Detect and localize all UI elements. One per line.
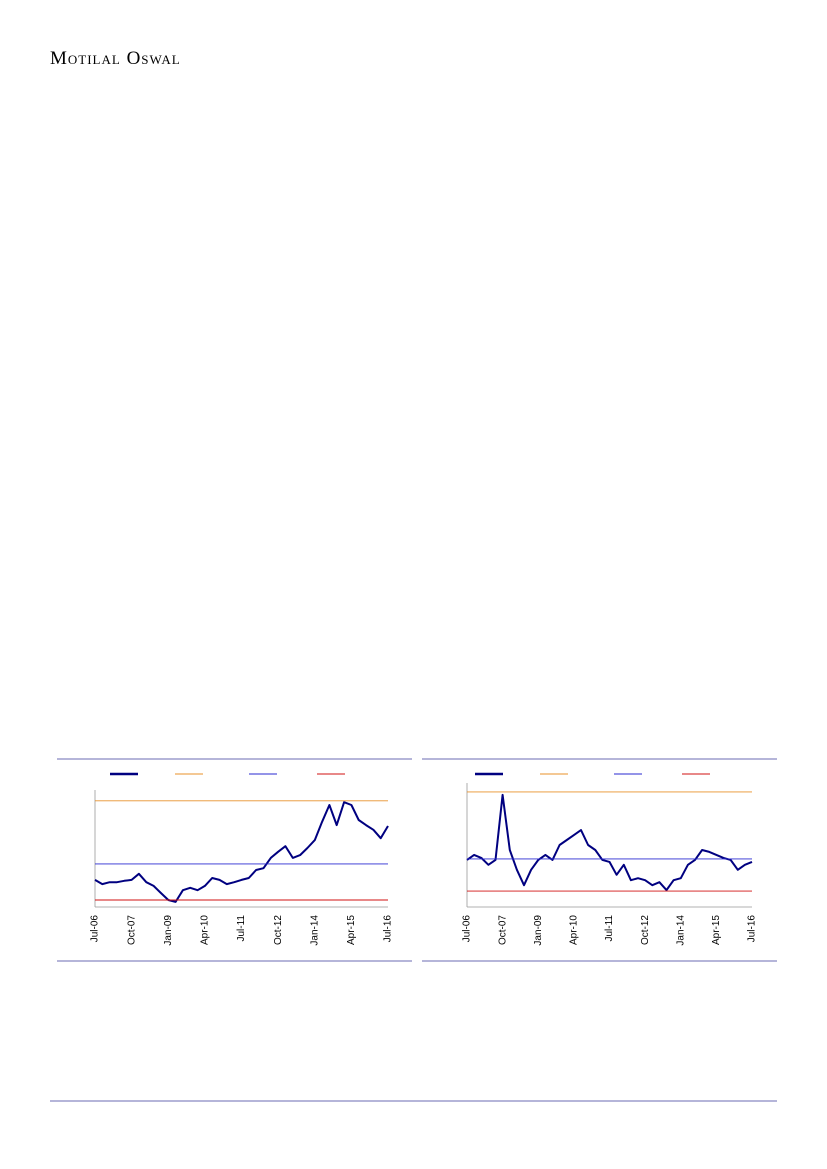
x-tick-label: Apr-10 [569, 915, 580, 945]
series-line [466, 793, 753, 892]
series-line [94, 801, 389, 903]
x-tick-label: Jul-16 [747, 915, 758, 943]
x-tick-label: Oct-07 [497, 915, 508, 945]
x-tick-label: Oct-07 [126, 915, 137, 945]
x-tick-label: Jan-14 [309, 915, 320, 946]
brand: Motilal Oswal [50, 48, 181, 69]
x-tick-label: Jul-11 [236, 915, 247, 942]
x-tick-label: Oct-12 [640, 915, 651, 945]
x-tick-label: Jul-06 [90, 915, 101, 943]
x-tick-label: Apr-10 [200, 915, 211, 945]
x-tick-label: Jul-16 [383, 915, 394, 943]
x-tick-label: Apr-15 [711, 915, 722, 945]
x-tick-label: Apr-15 [346, 915, 357, 945]
x-tick-label: Jan-09 [163, 915, 174, 946]
x-tick-label: Jul-11 [604, 915, 615, 942]
x-tick-label: Jan-09 [533, 915, 544, 946]
x-tick-label: Jul-06 [462, 915, 473, 943]
x-tick-label: Oct-12 [273, 915, 284, 945]
x-tick-label: Jan-14 [675, 915, 686, 946]
